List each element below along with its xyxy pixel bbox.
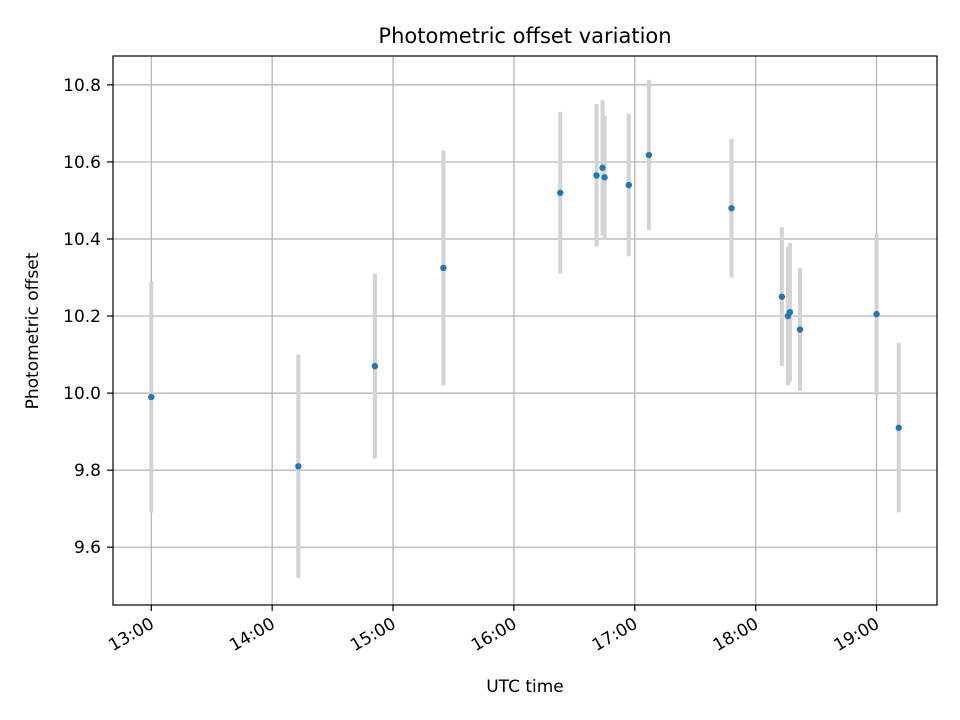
data-point <box>796 326 804 333</box>
y-tick-label: 10.4 <box>63 230 101 250</box>
data-point <box>599 164 606 171</box>
y-tick-label: 10.2 <box>63 307 101 327</box>
data-point <box>778 293 786 300</box>
data-point <box>873 310 880 318</box>
data-point <box>601 174 608 181</box>
data-point <box>148 393 155 401</box>
data-point <box>593 172 600 179</box>
y-axis-title: Photometric offset <box>23 252 43 409</box>
data-point <box>895 424 902 431</box>
chart-title: Photometric offset variation <box>378 24 671 48</box>
data-points <box>148 151 902 470</box>
data-point <box>557 189 564 196</box>
y-tick-label: 10.6 <box>63 153 101 173</box>
data-point <box>371 362 379 370</box>
y-tick-label: 9.6 <box>74 538 101 558</box>
grid <box>113 56 937 605</box>
y-axis-ticks: 9.6 9.8 10.0 10.2 10.4 10.6 10.8 <box>63 76 113 558</box>
data-point <box>728 204 735 212</box>
data-point <box>625 181 632 189</box>
y-tick-label: 9.8 <box>74 461 101 481</box>
data-point <box>786 309 794 316</box>
data-point <box>645 151 653 159</box>
y-tick-label: 10.8 <box>63 76 101 96</box>
y-tick-label: 10.0 <box>63 384 101 404</box>
x-axis-title: UTC time <box>486 677 564 697</box>
plot-frame <box>112 55 938 606</box>
data-point <box>295 463 302 470</box>
data-point <box>440 264 447 272</box>
